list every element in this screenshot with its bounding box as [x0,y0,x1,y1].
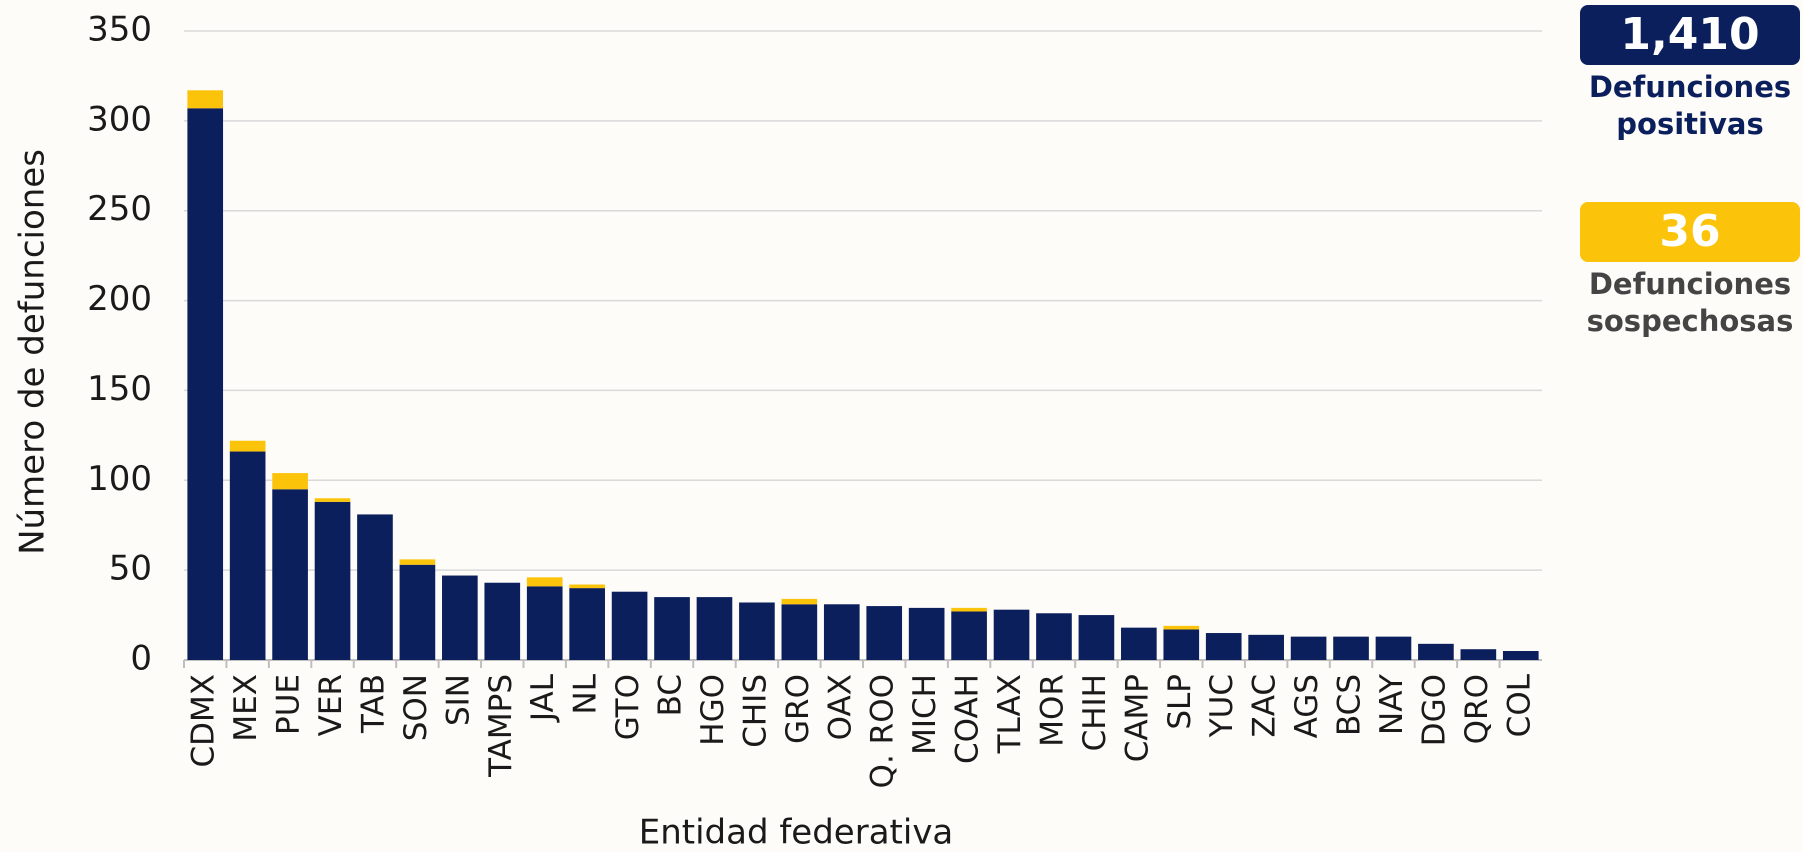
x-tick-label: SON [398,674,434,741]
summary-label: Defunciones sospechosas [1586,267,1794,338]
bar-segment [526,586,563,660]
x-tick-label: COAH [950,674,986,764]
y-tick-label: 300 [87,99,152,139]
bar-segment [1418,643,1454,660]
bar-segment [951,607,987,612]
bar-segment [569,588,605,660]
bar-segment [229,451,266,660]
bar-segment [1163,629,1200,660]
bar-segment [187,90,224,109]
x-tick-label: SLP [1162,674,1198,730]
x-tick-label: NAY [1374,674,1410,735]
bar-segment [1121,627,1157,660]
x-tick-label: BCS [1332,674,1368,736]
bar-segment [696,597,733,660]
bar-segment [314,501,351,660]
x-tick-label: GRO [780,674,816,744]
x-tick-label: CHIH [1077,674,1113,751]
bar-segment [1502,651,1539,660]
x-tick-label: QRO [1459,674,1495,744]
bar-segment [1248,634,1284,660]
x-tick-label: NL [568,673,604,714]
bar-segment [611,591,648,660]
bar-segment [399,564,436,660]
y-tick-label: 250 [87,189,152,229]
summary-suspect: 36 Defunciones sospechosas [1580,202,1800,340]
x-tick-label: ZAC [1247,674,1283,738]
x-tick-label: HGO [695,674,731,746]
bar-segment [229,440,266,452]
x-tick-label: GTO [610,674,646,740]
bar-segment [1375,636,1412,660]
bar-segment [272,489,308,660]
bar-segment [272,473,308,490]
bar-segment [569,584,605,589]
x-axis-title: Entidad federativa [639,813,954,852]
x-tick-label: Q. ROO [865,674,901,788]
y-axis-title: Número de defunciones [13,149,53,555]
x-tick-label: TLAX [992,674,1028,754]
summary-positive: 1,410 Defunciones positivas [1580,5,1800,143]
x-tick-label: CAMP [1119,674,1155,762]
y-tick-label: 150 [87,369,152,409]
bar-segment [314,498,351,502]
x-tick-label: CDMX [186,674,222,768]
x-tick-label: DGO [1416,674,1452,746]
bar-segment [484,582,521,660]
bar-segment [951,611,987,660]
bar-segment [1205,633,1242,660]
bar-segment [187,108,224,660]
bar-segment [1333,636,1369,660]
x-tick-label: CHIS [737,674,773,748]
x-tick-label: JAL [525,673,561,723]
x-tick-label: SIN [440,674,476,726]
bar-segment [739,602,775,660]
x-tick-label: YUC [1204,674,1240,738]
bar-segment [781,604,818,660]
bar-segment [866,606,903,660]
summary-total: 36 [1580,202,1800,262]
summary-label: Defunciones positivas [1588,70,1792,141]
summary-total: 1,410 [1580,5,1800,65]
x-tick-label: MEX [228,674,264,742]
bar-segment [399,559,436,565]
x-tick-label: OAX [822,674,858,740]
x-tick-label: TAB [355,674,391,734]
bar-segment [1163,625,1200,630]
x-tick-label: BC [653,674,689,716]
bar-segment [1078,615,1115,660]
bar-segment [654,597,690,660]
y-tick-label: 0 [130,639,152,679]
x-tick-label: TAMPS [483,674,519,778]
x-tick-label: MOR [1034,674,1070,747]
x-tick-label: PUE [271,674,307,735]
bar-segment [442,575,478,660]
bar-segment [823,604,860,660]
bar-segment [357,514,393,660]
bar-segment [781,598,818,605]
y-tick-label: 100 [87,459,152,499]
bar-segment [1036,613,1072,660]
x-tick-label: MICH [907,674,943,755]
x-tick-label: VER [313,674,349,736]
bar-segment [993,609,1030,660]
y-tick-label: 50 [109,549,152,589]
bar-segment [1460,649,1497,660]
bar-segment [1290,636,1327,660]
x-tick-label: COL [1501,673,1537,737]
x-tick-label: AGS [1289,674,1325,738]
bar-segment [526,577,563,587]
y-tick-label: 350 [87,10,152,50]
bar-segment [908,607,945,660]
y-tick-label: 200 [87,279,152,319]
